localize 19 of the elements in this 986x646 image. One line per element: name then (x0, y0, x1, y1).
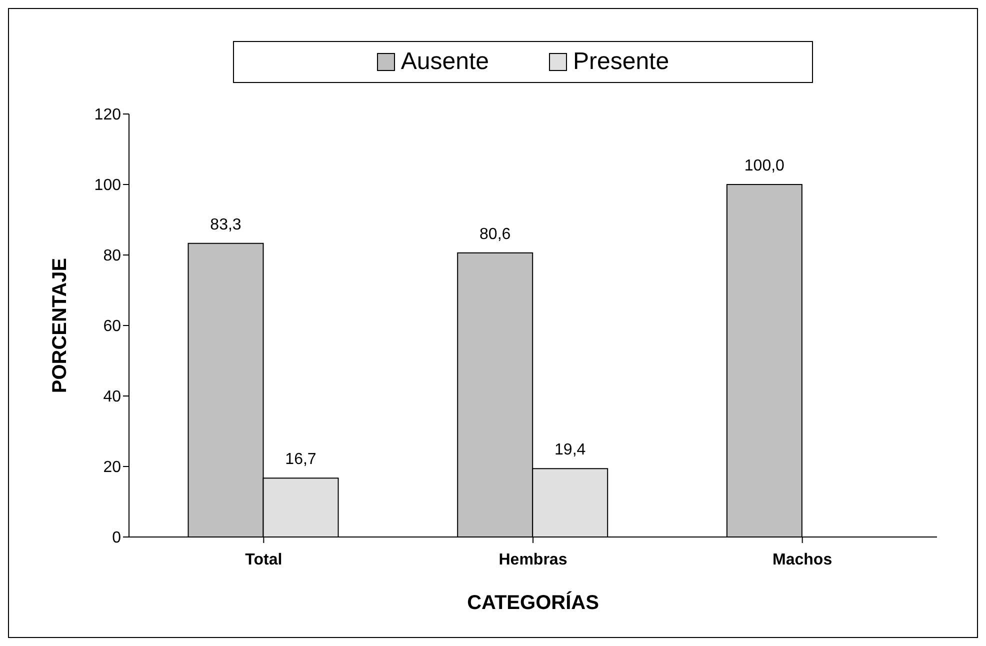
data-label: 100,0 (744, 158, 785, 174)
data-label: 16,7 (285, 451, 316, 468)
x-axis-title: CATEGORÍAS (467, 591, 599, 614)
x-tick-label: Machos (772, 551, 832, 568)
data-label: 19,4 (554, 442, 586, 459)
x-tick-label: Total (245, 551, 282, 568)
data-label: 83,3 (210, 216, 242, 234)
x-tick-label: Hembras (498, 551, 568, 568)
y-tick-label: 80 (103, 248, 122, 265)
y-axis-title: PORCENTAJE (49, 258, 72, 394)
legend-label: Ausente (400, 48, 489, 76)
y-tick-label: 60 (103, 318, 122, 336)
y-tick-label: 100 (94, 177, 122, 194)
y-tick-label: 20 (103, 459, 122, 476)
y-tick-label: 0 (112, 530, 122, 547)
y-tick-label: 40 (103, 388, 122, 406)
y-tick-label: 120 (94, 106, 122, 124)
legend-label: Presente (573, 48, 670, 76)
data-label: 80,6 (480, 226, 511, 243)
